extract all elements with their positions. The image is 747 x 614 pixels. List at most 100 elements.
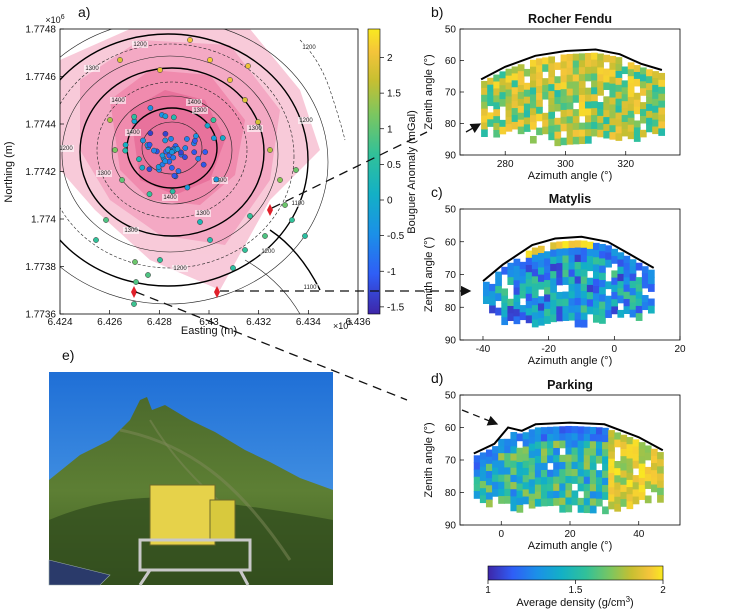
heatmap-cell — [614, 468, 622, 476]
heatmap-cell — [529, 87, 537, 96]
heatmap-cell — [599, 308, 606, 317]
heatmap-cell — [562, 255, 570, 264]
heatmap-cell — [492, 460, 499, 469]
heatmap-cell — [537, 260, 545, 269]
heatmap-cell — [597, 60, 604, 68]
heatmap-x-tick-label: 20 — [674, 344, 686, 355]
heatmap-cell — [647, 284, 655, 292]
heatmap-cell — [620, 484, 628, 493]
heatmap-cell — [510, 432, 518, 440]
heatmap-cell — [641, 302, 649, 311]
heatmap-cell — [516, 433, 524, 442]
map-y-tick-label: 1.7744 — [25, 120, 56, 131]
heatmap-cell — [553, 462, 560, 471]
heatmap-cell — [481, 115, 488, 124]
heatmap-cell — [525, 272, 533, 280]
heatmap-cell — [571, 461, 579, 470]
heatmap-cell — [623, 277, 631, 286]
heatmap-cell — [603, 117, 611, 125]
heatmap-cell — [652, 126, 659, 135]
heatmap-cell — [574, 283, 582, 292]
heatmap-cell — [505, 75, 513, 84]
heatmap-cell — [580, 276, 588, 285]
heatmap-cell — [657, 473, 664, 482]
heatmap-cell — [646, 90, 653, 98]
gravity-station-marker — [169, 149, 175, 155]
heatmap-cell — [510, 482, 518, 490]
heatmap-cell — [652, 98, 659, 107]
heatmap-cell — [641, 295, 649, 303]
heatmap-cell — [592, 271, 600, 280]
heatmap-cell — [589, 469, 597, 478]
heatmap-cell — [525, 250, 533, 259]
heatmap-cell — [481, 87, 488, 96]
gravity-station-marker — [132, 259, 138, 265]
gravity-station-marker — [122, 147, 129, 154]
heatmap-cell — [621, 80, 629, 88]
heatmap-y-tick-label: 90 — [445, 521, 457, 532]
heatmap-cell — [647, 298, 655, 307]
gravity-station-marker — [197, 219, 203, 225]
heatmap-cell — [568, 276, 576, 285]
heatmap-cell — [550, 263, 557, 272]
heatmap-cell — [591, 94, 598, 102]
density-colorbar-tick-label: 1 — [485, 585, 491, 596]
heatmap-cell — [517, 85, 525, 93]
heatmap-cell — [522, 446, 530, 455]
heatmap-cell — [554, 103, 562, 112]
contour-label: 1300 — [248, 126, 262, 132]
heatmap-cell — [542, 92, 549, 100]
heatmap-cell — [550, 242, 557, 251]
heatmap-cell — [550, 249, 557, 258]
heatmap-cell — [584, 101, 592, 110]
heatmap-cell — [611, 248, 619, 257]
heatmap-cell — [481, 108, 488, 117]
heatmap-ylabel: Zenith angle (°) — [423, 422, 435, 497]
heatmap-cell — [528, 500, 536, 509]
heatmap-cell — [536, 92, 543, 101]
heatmap-cell — [580, 262, 588, 270]
heatmap-cell — [511, 121, 519, 130]
contour-label: 1200 — [261, 249, 275, 255]
heatmap-cell — [611, 277, 619, 286]
heatmap-cell — [614, 439, 622, 448]
heatmap-cell — [599, 272, 606, 281]
heatmap-cell — [507, 298, 515, 307]
heatmap-cell — [517, 64, 525, 72]
heatmap-cell — [523, 68, 531, 77]
heatmap-cell — [577, 462, 585, 470]
map-x-tick-label: 6.428 — [147, 317, 172, 328]
gravity-station-marker — [210, 117, 217, 123]
heatmap-cell — [652, 105, 659, 114]
heatmap-cell — [572, 109, 580, 117]
bouguer-colorbar-tick-label: 1.5 — [387, 89, 401, 100]
contour-label: 1200 — [133, 42, 147, 48]
gravity-station-marker — [159, 152, 166, 159]
heatmap-cell — [633, 99, 641, 108]
heatmap-cell — [499, 78, 507, 86]
heatmap-cell — [635, 277, 643, 285]
heatmap-cell — [510, 453, 518, 462]
heatmap-cell — [560, 82, 568, 90]
heatmap-cell — [632, 482, 640, 490]
heatmap-cell — [629, 266, 637, 275]
heatmap-cell — [602, 442, 609, 450]
heatmap-cell — [544, 272, 551, 281]
heatmap-cell — [529, 73, 537, 82]
gravity-station-marker — [302, 233, 308, 239]
heatmap-cell — [492, 446, 499, 454]
heatmap-cell — [627, 76, 635, 84]
heatmap-cell — [615, 119, 623, 128]
heatmap-cell — [574, 312, 582, 321]
contour-label: 1200 — [302, 45, 316, 51]
heatmap-cell — [501, 295, 509, 304]
heatmap-cell — [578, 53, 586, 61]
heatmap-cell — [501, 266, 509, 275]
heatmap-cell — [577, 426, 585, 435]
gravity-station-marker — [175, 168, 182, 174]
heatmap-y-tick-label: 80 — [445, 488, 457, 499]
heatmap-cell — [544, 308, 551, 317]
heatmap-cell — [583, 483, 591, 492]
heatmap-cell — [522, 460, 530, 469]
gravity-station-marker — [107, 117, 113, 123]
